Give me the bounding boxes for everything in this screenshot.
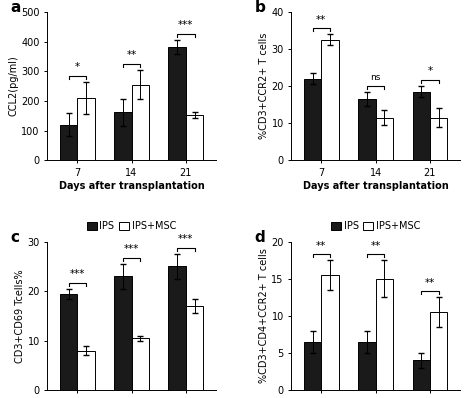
Text: ***: *** — [124, 244, 139, 254]
Bar — [114, 112, 132, 160]
Bar — [358, 99, 375, 160]
Text: ***: *** — [178, 20, 193, 30]
Bar — [321, 40, 339, 160]
Bar — [168, 47, 186, 160]
Text: b: b — [255, 0, 265, 15]
Text: ns: ns — [371, 73, 381, 82]
Bar — [132, 338, 149, 390]
Text: **: ** — [127, 50, 137, 60]
Text: ***: *** — [70, 269, 85, 279]
Text: d: d — [255, 230, 265, 245]
Bar — [430, 312, 447, 390]
Y-axis label: CD3+CD69 Tcells%: CD3+CD69 Tcells% — [15, 269, 25, 363]
Text: ***: *** — [178, 234, 193, 244]
Text: *: * — [428, 66, 432, 76]
Bar — [375, 279, 393, 390]
Bar — [60, 294, 77, 390]
Text: a: a — [10, 0, 21, 15]
Bar — [114, 276, 132, 390]
Bar — [186, 306, 203, 390]
Text: **: ** — [425, 278, 435, 288]
Bar — [412, 92, 430, 160]
Bar — [60, 125, 77, 160]
Bar — [168, 267, 186, 390]
Text: **: ** — [316, 15, 327, 25]
Y-axis label: CCL2(pg/ml): CCL2(pg/ml) — [9, 56, 18, 117]
Bar — [132, 85, 149, 160]
Bar — [321, 275, 339, 390]
Bar — [375, 117, 393, 160]
Bar — [358, 342, 375, 390]
Bar — [430, 117, 447, 160]
Bar — [186, 115, 203, 160]
Text: *: * — [75, 62, 80, 72]
Y-axis label: %CD3+CD4+CCR2+ T cells: %CD3+CD4+CCR2+ T cells — [259, 248, 269, 383]
Bar — [77, 351, 95, 390]
Bar — [304, 342, 321, 390]
Bar — [304, 79, 321, 160]
Y-axis label: %CD3+CCR2+ T cells: %CD3+CCR2+ T cells — [259, 33, 269, 139]
Text: **: ** — [371, 241, 381, 251]
X-axis label: Days after transplantation: Days after transplantation — [59, 181, 204, 191]
X-axis label: Days after transplantation: Days after transplantation — [303, 181, 448, 191]
Text: **: ** — [316, 241, 327, 251]
Legend: IPS, IPS+MSC: IPS, IPS+MSC — [87, 221, 176, 231]
Legend: IPS, IPS+MSC: IPS, IPS+MSC — [331, 221, 420, 231]
Bar — [77, 98, 95, 160]
Text: c: c — [10, 230, 19, 245]
Bar — [412, 360, 430, 390]
